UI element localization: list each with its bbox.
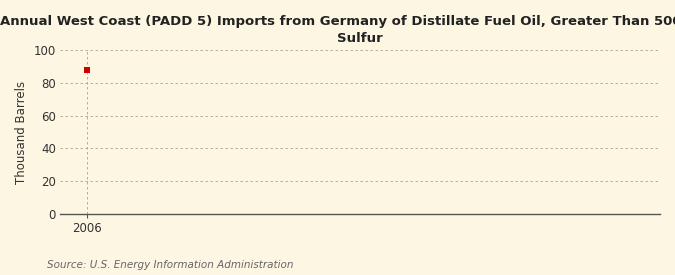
Y-axis label: Thousand Barrels: Thousand Barrels [15,81,28,184]
Text: Source: U.S. Energy Information Administration: Source: U.S. Energy Information Administ… [47,260,294,270]
Title: Annual West Coast (PADD 5) Imports from Germany of Distillate Fuel Oil, Greater : Annual West Coast (PADD 5) Imports from … [1,15,675,45]
